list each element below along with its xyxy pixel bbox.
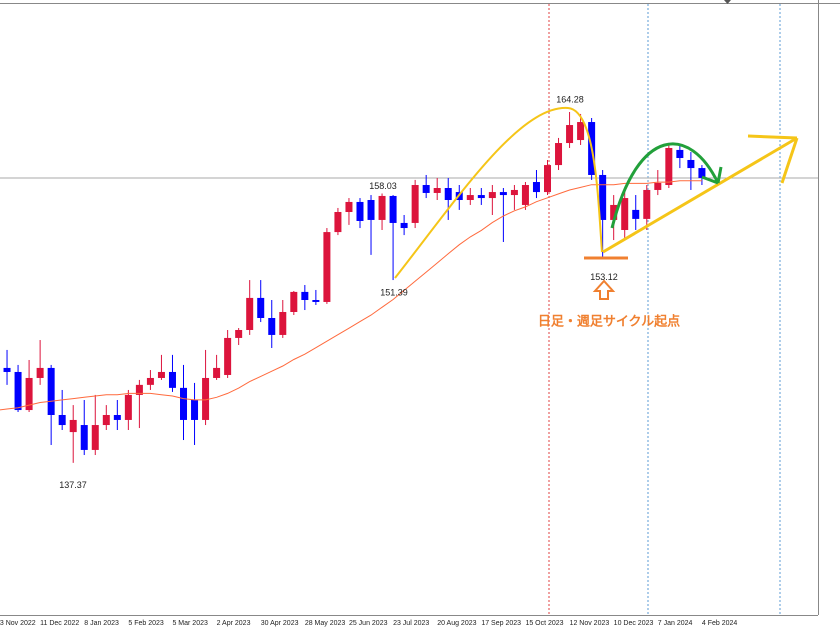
up-arrow-icon bbox=[592, 279, 616, 300]
candle-body bbox=[378, 195, 386, 220]
x-tick-label: 7 Jan 2024 bbox=[658, 620, 693, 627]
candle-body bbox=[577, 122, 585, 141]
candle-body bbox=[610, 204, 618, 220]
candle-body bbox=[698, 168, 706, 178]
candle-body bbox=[191, 400, 199, 420]
candle-body bbox=[47, 367, 55, 415]
candle-body bbox=[499, 192, 507, 196]
candle-body bbox=[521, 185, 529, 205]
candle-body bbox=[80, 425, 88, 450]
candle-body bbox=[544, 165, 551, 193]
x-tick-label: 15 Oct 2023 bbox=[525, 620, 563, 627]
candle-body bbox=[202, 377, 210, 420]
candle-body bbox=[323, 232, 331, 302]
x-tick-label: 25 Jun 2023 bbox=[349, 620, 388, 627]
candle-body bbox=[224, 337, 232, 375]
moving-average bbox=[0, 180, 702, 411]
candle-body bbox=[654, 182, 662, 190]
x-tick-label: 11 Dec 2022 bbox=[40, 620, 79, 627]
x-tick-label: 10 Dec 2023 bbox=[614, 620, 654, 627]
x-tick-label: 12 Nov 2023 bbox=[570, 620, 610, 627]
candle-body bbox=[25, 377, 33, 411]
candle-body bbox=[312, 300, 320, 302]
candle-body bbox=[466, 195, 474, 201]
candle-body bbox=[168, 371, 176, 388]
candle-body bbox=[510, 189, 518, 196]
drawings bbox=[394, 106, 799, 300]
candle-body bbox=[477, 195, 485, 199]
candle-body bbox=[301, 291, 309, 301]
candle-body bbox=[555, 143, 563, 166]
price-label: 153.12 bbox=[590, 272, 618, 282]
candle-body bbox=[356, 201, 364, 221]
candle-body bbox=[389, 195, 397, 223]
plot bbox=[0, 111, 818, 463]
candle-body bbox=[213, 367, 221, 378]
x-tick-label: 23 Jul 2023 bbox=[393, 620, 429, 627]
candle-body bbox=[14, 371, 22, 411]
candle-body bbox=[643, 189, 651, 219]
candle-body bbox=[113, 414, 121, 420]
candle-body bbox=[36, 367, 44, 378]
candle-body bbox=[566, 125, 574, 144]
candle-body bbox=[279, 311, 287, 335]
candle-body bbox=[599, 174, 607, 220]
candle-body bbox=[180, 387, 188, 420]
x-tick-label: 20 Aug 2023 bbox=[437, 620, 476, 627]
candle-body bbox=[367, 200, 375, 220]
candle-body bbox=[676, 149, 684, 159]
candle-body bbox=[433, 188, 441, 193]
candle-body bbox=[665, 147, 673, 186]
candle-body bbox=[632, 209, 640, 219]
annotation-text: 日足・週足サイクル起点 bbox=[538, 314, 680, 330]
candle-body bbox=[444, 188, 452, 201]
candle-body bbox=[3, 367, 11, 372]
candle-body bbox=[290, 291, 298, 312]
x-tick-label: 5 Mar 2023 bbox=[172, 620, 208, 627]
candle-body bbox=[124, 394, 132, 420]
price-label: 164.28 bbox=[556, 94, 584, 104]
candle-body bbox=[687, 159, 695, 169]
x-tick-label: 8 Jan 2023 bbox=[84, 620, 119, 627]
candle-body bbox=[268, 317, 276, 335]
price-label: 158.03 bbox=[369, 181, 397, 191]
x-tick-label: 28 May 2023 bbox=[305, 620, 346, 627]
candle-body bbox=[422, 185, 430, 193]
candle-body bbox=[246, 297, 254, 330]
candle-body bbox=[400, 222, 408, 229]
candle-body bbox=[146, 377, 154, 385]
green-arrow bbox=[610, 142, 723, 229]
candle-body bbox=[411, 185, 419, 223]
candle-body bbox=[91, 425, 99, 450]
price-label: 137.37 bbox=[59, 480, 87, 490]
candle-body bbox=[621, 198, 629, 230]
candle-body bbox=[58, 414, 66, 426]
candle-body bbox=[257, 297, 265, 318]
candle-body bbox=[334, 211, 342, 233]
candle-body bbox=[345, 201, 353, 212]
x-tick-label: 5 Feb 2023 bbox=[128, 620, 164, 627]
labels: 13 Nov 2022 11 Dec 2022 8 Jan 2023 5 Feb 20… bbox=[0, 94, 737, 626]
x-tick-label: 2 Apr 2023 bbox=[217, 620, 251, 627]
candle-body bbox=[488, 192, 496, 199]
candle-body bbox=[135, 384, 143, 395]
x-tick-label: 13 Nov 2022 bbox=[0, 620, 36, 627]
candle-body bbox=[157, 371, 165, 378]
x-tick-label: 4 Feb 2024 bbox=[702, 620, 738, 627]
x-tick-label: 17 Sep 2023 bbox=[481, 620, 521, 627]
candle-body bbox=[235, 329, 243, 338]
candle-body bbox=[102, 414, 110, 426]
x-tick-label: 30 Apr 2023 bbox=[261, 620, 299, 627]
price-label: 151.39 bbox=[380, 287, 408, 297]
scroll-marker bbox=[724, 0, 731, 4]
candle-body bbox=[69, 419, 77, 433]
yellow-curve bbox=[394, 106, 603, 279]
yellow-arrow bbox=[602, 134, 799, 254]
candle-body bbox=[532, 182, 540, 193]
